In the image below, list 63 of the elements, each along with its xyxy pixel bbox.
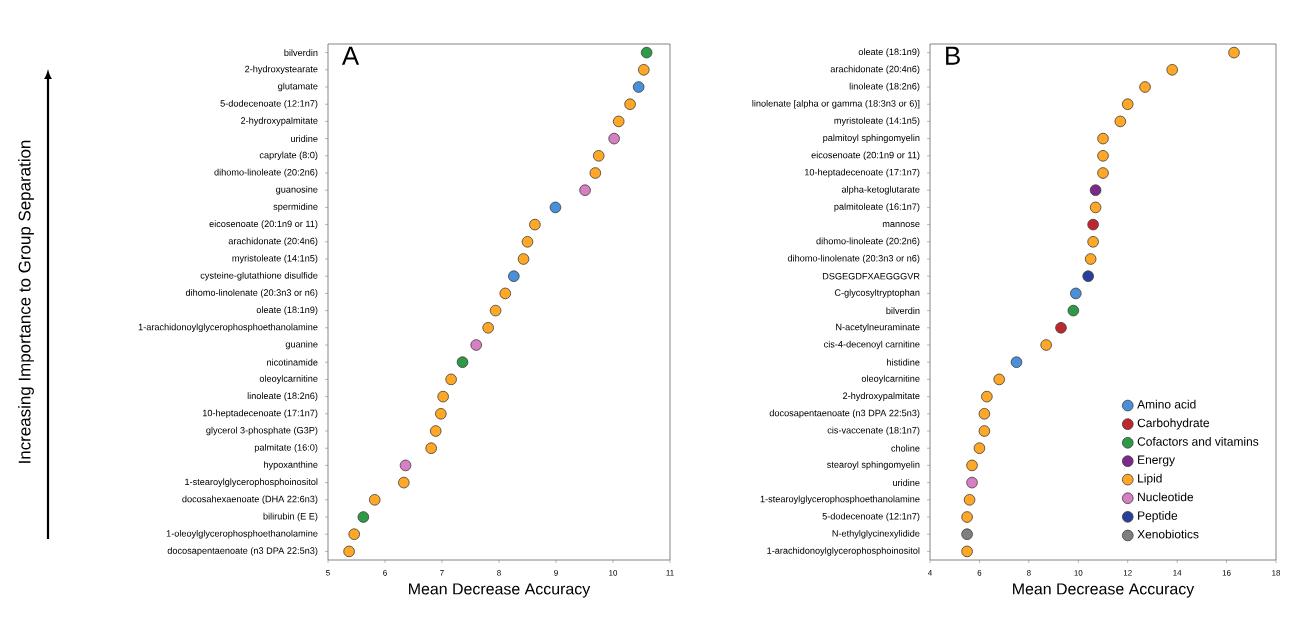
point (961, 545, 973, 558)
point (435, 408, 447, 420)
point (368, 494, 381, 506)
point (1040, 339, 1052, 351)
point (579, 184, 591, 196)
point (1121, 98, 1134, 110)
point (640, 46, 653, 59)
point (1228, 46, 1240, 59)
point (961, 528, 973, 540)
point (1114, 115, 1127, 128)
point (632, 81, 645, 93)
point (1097, 167, 1109, 179)
point (1055, 322, 1067, 334)
point (978, 425, 991, 437)
point (978, 408, 991, 420)
point (1067, 304, 1080, 317)
point (963, 494, 976, 506)
point (1070, 287, 1082, 300)
point (1089, 184, 1102, 196)
point (1097, 150, 1109, 162)
point (521, 236, 534, 248)
point (981, 390, 993, 403)
point (1139, 81, 1151, 93)
point (612, 115, 625, 128)
point (437, 390, 449, 403)
point (499, 287, 512, 300)
point (470, 339, 482, 351)
point (529, 218, 541, 231)
point (589, 167, 602, 179)
point (1082, 270, 1094, 282)
point (1087, 218, 1099, 231)
point (549, 201, 562, 214)
point (489, 304, 502, 317)
point (608, 132, 620, 145)
point (624, 98, 636, 110)
chart-title: A (341, 46, 360, 65)
point (1089, 201, 1102, 214)
point (445, 373, 457, 386)
point (348, 528, 360, 540)
point (456, 356, 469, 368)
point (357, 511, 370, 523)
point (973, 442, 986, 454)
chart-title: B (946, 46, 960, 65)
point (1166, 64, 1178, 76)
y-axis-title: Increasing Importance to Group Separation (18, 140, 34, 463)
point (429, 425, 442, 437)
point (482, 322, 494, 334)
point (398, 476, 410, 489)
point (1010, 356, 1023, 368)
point (993, 373, 1005, 386)
point (1097, 132, 1109, 145)
point (637, 64, 650, 76)
point (425, 442, 437, 454)
point (966, 476, 978, 489)
point (592, 150, 605, 162)
point (1087, 236, 1099, 248)
point (517, 253, 530, 265)
point (343, 545, 355, 558)
point (399, 459, 412, 472)
point (961, 511, 973, 523)
point (966, 459, 978, 472)
point (508, 270, 520, 282)
point (1084, 253, 1097, 265)
